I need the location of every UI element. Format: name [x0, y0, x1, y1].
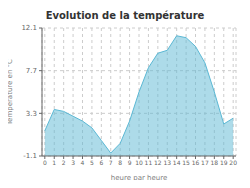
svg-text:20: 20	[229, 159, 237, 166]
svg-text:0: 0	[43, 159, 47, 166]
svg-text:11: 11	[145, 159, 153, 166]
svg-text:13: 13	[163, 159, 171, 166]
svg-text:10: 10	[135, 159, 143, 166]
svg-text:2: 2	[62, 159, 66, 166]
svg-text:Température en °C: Température en °C	[8, 59, 14, 126]
svg-text:12.1: 12.1	[21, 24, 37, 32]
svg-text:18: 18	[211, 159, 219, 166]
svg-text:12: 12	[154, 159, 162, 166]
svg-text:9: 9	[128, 159, 132, 166]
svg-text:16: 16	[192, 159, 200, 166]
svg-text:6: 6	[99, 159, 103, 166]
svg-text:1: 1	[52, 159, 56, 166]
svg-text:14: 14	[173, 159, 181, 166]
svg-text:-1.1: -1.1	[23, 152, 37, 160]
svg-text:8: 8	[118, 159, 122, 166]
svg-text:15: 15	[182, 159, 190, 166]
html-text:Evolution de la température: Evolution de la température	[45, 10, 205, 21]
svg-text:19: 19	[220, 159, 228, 166]
svg-text:3: 3	[71, 159, 75, 166]
svg-text:7.7: 7.7	[26, 67, 37, 75]
svg-text:4: 4	[81, 159, 85, 166]
svg-text:17: 17	[201, 159, 209, 166]
svg-text:7: 7	[109, 159, 113, 166]
svg-text:3.3: 3.3	[26, 110, 37, 118]
svg-text:heure par heure: heure par heure	[111, 174, 167, 180]
svg-text:5: 5	[90, 159, 94, 166]
